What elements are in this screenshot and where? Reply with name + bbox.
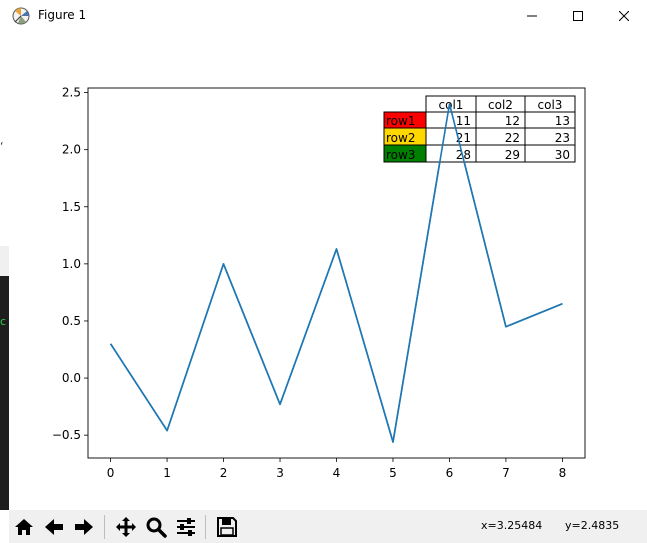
minimize-button[interactable]	[509, 0, 555, 32]
cursor-y-readout: y=2.4835	[565, 519, 620, 532]
y-tick-label: 2.5	[62, 86, 81, 100]
table-col-label: col2	[488, 98, 513, 112]
table-col-label: col3	[538, 98, 563, 112]
zoom-button[interactable]	[143, 514, 169, 540]
x-tick-label: 6	[446, 466, 454, 480]
x-tick-label: 2	[220, 466, 228, 480]
arrow-left-icon	[45, 519, 63, 535]
x-tick-label: 3	[276, 466, 284, 480]
window-title: Figure 1	[38, 8, 87, 22]
sliders-icon	[177, 518, 195, 536]
cursor-x-readout: x=3.25484	[481, 519, 543, 532]
table-cell-value: 12	[505, 114, 520, 128]
forward-button[interactable]	[71, 514, 97, 540]
close-button[interactable]	[601, 0, 647, 32]
figure-canvas[interactable]: 0 1 2 3 4 5 6 7 8 −0.5 0.0 0.5 1.0 1.5 2.0 2.5 col1 col2…	[9, 32, 647, 510]
arrow-right-icon	[75, 519, 93, 535]
move-icon	[116, 517, 136, 537]
home-button[interactable]	[11, 514, 37, 540]
minimize-icon	[527, 15, 537, 17]
toolbar-separator	[104, 515, 105, 539]
background-glyph-bottom: c	[0, 315, 7, 328]
x-tick-label: 1	[163, 466, 171, 480]
table-col-label: col1	[439, 98, 464, 112]
table-cell	[524, 144, 576, 163]
y-tick-label: 1.5	[62, 200, 81, 214]
background-window-gray	[0, 246, 9, 276]
floppy-disk-icon	[217, 517, 237, 537]
window-titlebar: Figure 1	[0, 0, 647, 33]
table-cell-value: 13	[555, 114, 570, 128]
background-glyph-top: ‘	[0, 140, 4, 153]
x-tick-label: 8	[559, 466, 567, 480]
background-terminal	[0, 276, 9, 510]
close-icon	[619, 11, 629, 21]
y-tick-label: 1.0	[62, 257, 81, 271]
line-chart: 0 1 2 3 4 5 6 7 8−0.50.00.51.01.52.02.5 col1 col2…	[52, 86, 586, 480]
table-cell-value: 23	[555, 131, 570, 145]
y-tick-label: 2.0	[62, 143, 81, 157]
y-tick-label: 0.0	[62, 371, 81, 385]
pan-button[interactable]	[113, 514, 139, 540]
matplotlib-logo-icon	[12, 7, 30, 25]
save-button[interactable]	[214, 514, 240, 540]
configure-subplots-button[interactable]	[173, 514, 199, 540]
table-row-label: row2	[386, 131, 415, 145]
table-row-label: row3	[386, 148, 415, 162]
back-button[interactable]	[41, 514, 67, 540]
magnifier-icon	[146, 517, 167, 538]
y-tick-label: −0.5	[52, 428, 81, 442]
x-tick-label: 5	[389, 466, 397, 480]
x-tick-label: 7	[502, 466, 510, 480]
table-cell-value: 11	[456, 114, 471, 128]
table-cell-value: 30	[555, 148, 570, 162]
series-line-overlay	[109, 103, 563, 443]
maximize-button[interactable]	[555, 0, 601, 32]
x-tick-label: 4	[333, 466, 341, 480]
table-cell-value: 22	[505, 131, 520, 145]
maximize-icon	[573, 11, 583, 21]
x-tick-label: 0	[107, 466, 115, 480]
home-icon	[15, 519, 33, 535]
table-row-label: row1	[386, 114, 415, 128]
toolbar-separator	[205, 515, 206, 539]
y-tick-label: 0.5	[62, 314, 81, 328]
table-cell-value: 29	[505, 148, 520, 162]
navigation-toolbar: x=3.25484 y=2.4835	[9, 510, 647, 543]
table-cell-value: 28	[456, 148, 471, 162]
axes-frame	[87, 87, 586, 459]
